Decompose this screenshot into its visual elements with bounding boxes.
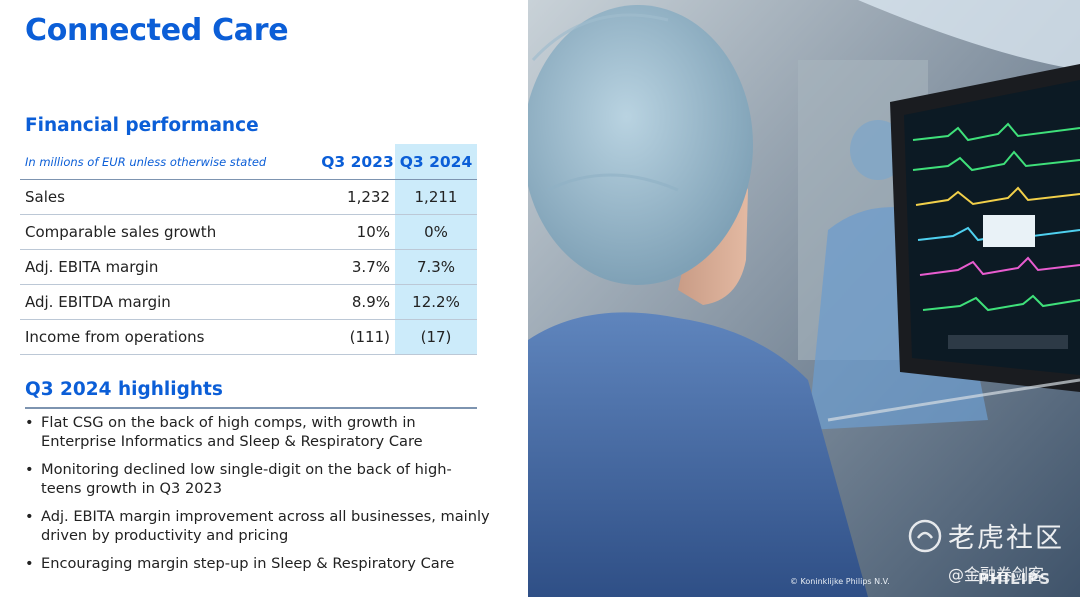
photo-illustration xyxy=(528,0,1080,597)
watermark-text: 老虎社区 xyxy=(948,523,1064,554)
bullet: • xyxy=(25,555,34,572)
patient-monitor xyxy=(890,64,1080,392)
list-item: • Adj. EBITA margin improvement across al… xyxy=(25,507,490,545)
list-item-text: Monitoring declined low single-digit on … xyxy=(41,461,452,497)
list-item-text: Flat CSG on the back of high comps, with… xyxy=(41,414,423,450)
row-label: Comparable sales growth xyxy=(20,214,320,250)
list-item: • Flat CSG on the back of high comps, wit… xyxy=(25,413,490,451)
bullet: • xyxy=(25,508,34,525)
row-label: Sales xyxy=(20,179,320,215)
cell-q3-2023: (111) xyxy=(320,319,395,355)
bullet: • xyxy=(25,461,34,478)
cell-q3-2024: 7.3% xyxy=(395,249,477,285)
highlights-heading: Q3 2024 highlights xyxy=(25,379,223,400)
bullet: • xyxy=(25,414,34,431)
table-header-row: In millions of EUR unless otherwise stat… xyxy=(20,144,477,180)
cell-q3-2024: 1,211 xyxy=(395,179,477,215)
table-row: Income from operations (111) (17) xyxy=(20,319,477,355)
cell-q3-2023: 8.9% xyxy=(320,284,395,320)
row-label: Adj. EBITA margin xyxy=(20,249,320,285)
content-panel: Connected Care Financial performance In … xyxy=(0,0,528,597)
table-row: Adj. EBITA margin 3.7% 7.3% xyxy=(20,249,477,285)
list-item: • Monitoring declined low single-digit on… xyxy=(25,460,490,498)
financial-performance-table: In millions of EUR unless otherwise stat… xyxy=(20,144,477,355)
highlights-list: • Flat CSG on the back of high comps, wit… xyxy=(25,413,490,582)
list-item: • Encouraging margin step-up in Sleep & R… xyxy=(25,554,490,573)
photo-copyright: © Koninklijke Philips N.V. xyxy=(790,577,890,586)
cell-q3-2023: 1,232 xyxy=(320,179,395,215)
cell-q3-2024: 12.2% xyxy=(395,284,477,320)
highlights-divider xyxy=(25,407,477,409)
table-row: Comparable sales growth 10% 0% xyxy=(20,214,477,250)
financial-performance-heading: Financial performance xyxy=(25,115,259,136)
row-label: Income from operations xyxy=(20,319,320,355)
cell-q3-2023: 3.7% xyxy=(320,249,395,285)
column-header-q3-2024: Q3 2024 xyxy=(395,144,477,180)
table-unit-note: In millions of EUR unless otherwise stat… xyxy=(20,144,320,180)
philips-logo: PHILIPS xyxy=(978,570,1052,588)
watermark-author: @金融卷剑客 xyxy=(948,565,1045,584)
cell-q3-2023: 10% xyxy=(320,214,395,250)
list-item-text: Adj. EBITA margin improvement across all… xyxy=(41,508,490,544)
watermark-logo-icon xyxy=(908,519,942,553)
cell-q3-2024: (17) xyxy=(395,319,477,355)
row-label: Adj. EBITDA margin xyxy=(20,284,320,320)
table-row: Adj. EBITDA margin 8.9% 12.2% xyxy=(20,284,477,320)
page-title: Connected Care xyxy=(25,13,289,48)
table-row: Sales 1,232 1,211 xyxy=(20,179,477,215)
list-item-text: Encouraging margin step-up in Sleep & Re… xyxy=(41,555,455,572)
cell-q3-2024: 0% xyxy=(395,214,477,250)
clinician-monitor-photo xyxy=(528,0,1080,597)
clinician-figure xyxy=(528,5,868,597)
column-header-q3-2023: Q3 2023 xyxy=(320,144,395,180)
